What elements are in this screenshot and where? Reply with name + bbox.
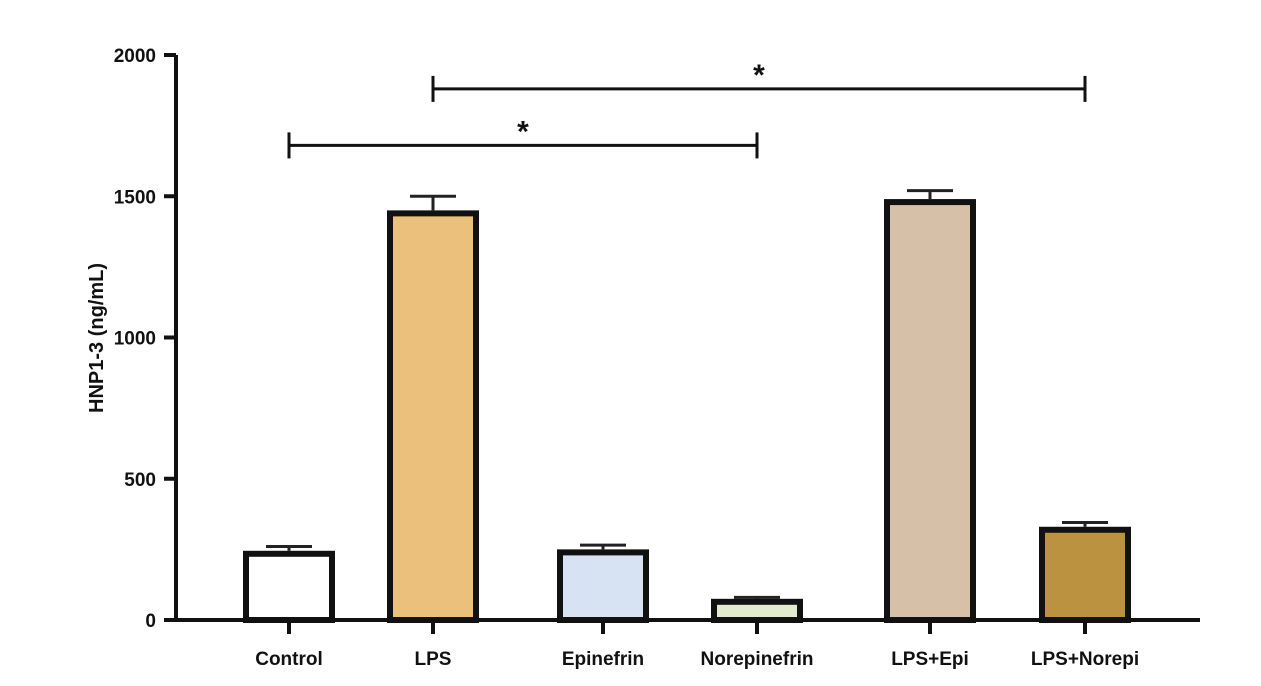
y-tick-label: 1000 (114, 329, 156, 350)
x-tick-label: LPS+Norepi (1031, 649, 1139, 670)
bar-lps-epi (884, 199, 976, 623)
bar-control (243, 550, 335, 623)
y-tick-label: 0 (145, 611, 156, 632)
significance-asterisk: * (517, 115, 529, 148)
x-tick-label: Epinefrin (562, 649, 644, 670)
x-tick-label: LPS (415, 649, 452, 670)
y-tick-label: 500 (124, 470, 156, 491)
bar-norepinefrin (711, 598, 803, 623)
bar-lps-norepi (1039, 526, 1131, 624)
y-axis-label: HNP1-3 (ng/mL) (86, 263, 108, 413)
significance-asterisk: * (753, 59, 765, 92)
bar-epinefrin (557, 549, 649, 623)
y-tick-label: 1500 (114, 187, 156, 208)
x-tick-label: LPS+Epi (891, 649, 969, 670)
y-tick-label: 2000 (114, 46, 156, 67)
x-tick-label: Control (255, 649, 323, 670)
bar-lps (387, 210, 479, 623)
x-tick-label: Norepinefrin (701, 649, 814, 670)
